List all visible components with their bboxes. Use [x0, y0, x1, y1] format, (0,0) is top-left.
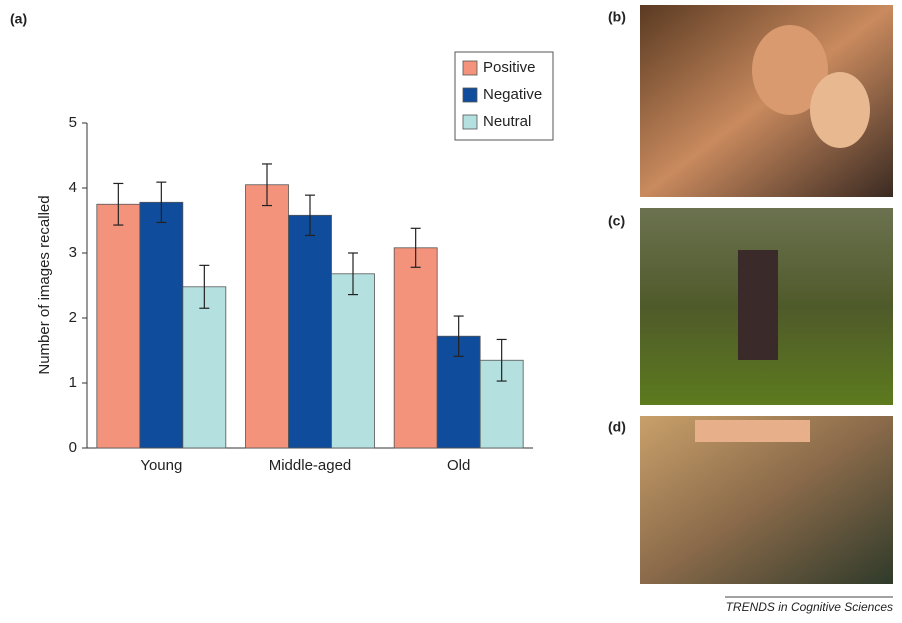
- legend-swatch: [462, 60, 478, 76]
- photo-detail: [810, 72, 870, 148]
- footer: TRENDS in Cognitive Sciences: [726, 600, 893, 614]
- legend-label: Neutral: [483, 113, 531, 130]
- photo-detail: [738, 250, 778, 360]
- photo-detail: [752, 25, 828, 115]
- y-tick-label: 5: [69, 114, 77, 131]
- panel-label: (c): [608, 213, 625, 229]
- y-tick-label: 2: [69, 309, 77, 326]
- x-tick-label: Middle-aged: [269, 457, 352, 474]
- error-bar: [156, 181, 167, 224]
- y-tick-label: 3: [69, 244, 77, 261]
- bar: [288, 214, 332, 449]
- legend-swatch: [462, 114, 478, 130]
- legend-swatch: [462, 87, 478, 103]
- panel-label: (b): [608, 9, 626, 25]
- bar: [393, 247, 438, 449]
- legend-label: Positive: [483, 59, 536, 76]
- bar: [182, 286, 227, 449]
- y-tick-label: 0: [69, 439, 77, 456]
- bar: [139, 201, 184, 449]
- error-bar: [496, 338, 507, 382]
- y-tick-label: 4: [69, 179, 77, 196]
- panel-label: (a): [10, 11, 27, 27]
- legend-label: Negative: [483, 86, 542, 103]
- y-tick-label: 1: [69, 374, 77, 391]
- error-bar: [199, 264, 210, 309]
- error-bar: [453, 315, 464, 357]
- x-tick-label: Old: [447, 457, 470, 474]
- bar: [245, 184, 289, 449]
- error-bar: [262, 163, 272, 207]
- bar: [331, 273, 375, 449]
- bar: [96, 203, 141, 449]
- panel-label: (d): [608, 419, 626, 435]
- photo-detail: [695, 420, 810, 442]
- error-bar: [113, 182, 124, 226]
- y-axis-title: Number of images recalled: [36, 195, 53, 374]
- photo: [640, 416, 893, 584]
- error-bar: [305, 194, 315, 237]
- x-tick-label: Young: [140, 457, 182, 474]
- error-bar: [348, 252, 358, 296]
- error-bar: [410, 227, 421, 268]
